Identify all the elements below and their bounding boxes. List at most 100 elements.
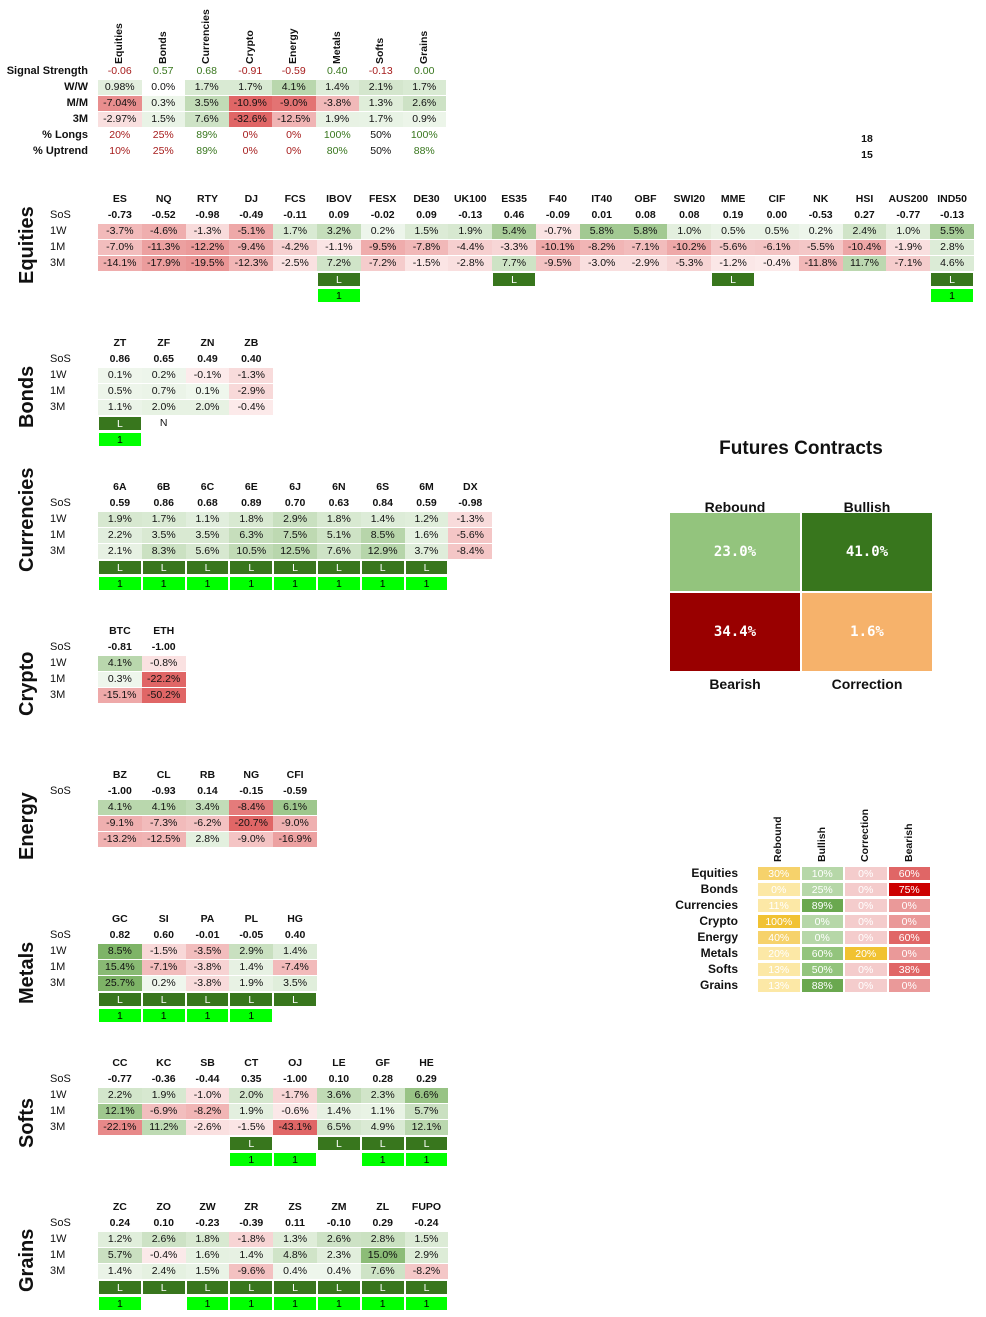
row-label-sos: SoS: [50, 497, 71, 509]
return-cell-w1: 5.8%: [623, 224, 668, 239]
sos-value: -0.49: [239, 209, 264, 221]
return-cell-m1: 0.7%: [141, 384, 186, 399]
return-cell-m3: -2.9%: [623, 256, 668, 271]
symbol-header: CT: [244, 1057, 259, 1069]
sos-value: -0.13: [458, 209, 483, 221]
regime-cell: 0%: [844, 978, 888, 993]
return-cell-m1: 1.6%: [185, 1248, 230, 1263]
sos-value: -1.00: [151, 641, 176, 653]
summary-cell: 0.00: [414, 65, 435, 77]
position-cell: L: [98, 1280, 142, 1295]
position-cell: L: [404, 1280, 449, 1295]
position-cell: L: [317, 560, 361, 575]
return-cell-w1: 2.9%: [229, 944, 274, 959]
symbol-header: BZ: [112, 769, 127, 781]
trend-cell: 1: [360, 1296, 405, 1311]
return-cell-w1: 1.4%: [273, 944, 317, 959]
summary-cell: 0.98%: [98, 80, 142, 95]
return-cell-m3: 25.7%: [98, 976, 142, 991]
return-cell-m3: 7.2%: [317, 256, 361, 271]
regime-cell: 13%: [757, 962, 801, 977]
return-cell-m3: 2.0%: [185, 400, 230, 415]
return-cell-m3: -1.5%: [404, 256, 449, 271]
sos-value: 0.19: [722, 209, 744, 221]
return-cell-w1: 1.7%: [273, 224, 317, 239]
regime-cell: 60%: [800, 946, 844, 961]
return-cell-m1: 1.4%: [317, 1104, 361, 1119]
summary-header-crypto: Crypto: [243, 30, 256, 64]
return-cell-m3: -2.8%: [448, 256, 493, 271]
return-cell-m3: -8.2%: [404, 1264, 449, 1279]
symbol-header: BTC: [109, 625, 131, 637]
return-cell-m1: 5.7%: [98, 1248, 142, 1263]
return-cell-w1: 1.2%: [98, 1232, 142, 1247]
sos-value: -0.44: [195, 1073, 220, 1085]
summary-side-number: 15: [861, 149, 873, 161]
row-label-sos: SoS: [50, 641, 71, 653]
sos-value: 0.08: [635, 209, 656, 221]
trend-cell: 1: [98, 576, 142, 591]
return-cell-w1: 1.2%: [404, 512, 449, 527]
regime-cell: 0%: [844, 914, 888, 929]
sos-value: 0.46: [503, 209, 525, 221]
regime-header-correction: Correction: [859, 808, 871, 862]
sos-value: 0.00: [766, 209, 788, 221]
trend-cell: 1: [317, 1296, 361, 1311]
return-cell-m3: -11.8%: [798, 256, 843, 271]
return-cell-m1: -0.4%: [141, 1248, 186, 1263]
return-cell-m1: -9.4%: [229, 240, 274, 255]
symbol-header: UK100: [453, 193, 487, 205]
return-cell-m3: -14.1%: [98, 256, 142, 271]
sos-value: -0.73: [107, 209, 132, 221]
regime-cell: 40%: [757, 930, 801, 945]
return-cell-w1: -1.3%: [229, 368, 274, 383]
return-cell-m1: -5.6%: [711, 240, 755, 255]
sos-value: -0.24: [414, 1217, 439, 1229]
summary-cell: 1.7%: [185, 80, 229, 95]
position-cell: L: [141, 992, 186, 1007]
return-cell-m1: -6.2%: [185, 816, 230, 831]
section-label-currencies: Currencies: [16, 467, 38, 573]
symbol-header: DX: [462, 481, 478, 493]
return-cell-w1: 2.9%: [273, 512, 317, 527]
return-cell-m1: 5.7%: [404, 1104, 449, 1119]
regime-cell: 0%: [887, 914, 931, 929]
row-label-3m: 3M: [50, 689, 66, 701]
return-cell-w1: 1.7%: [141, 512, 186, 527]
position-cell: L: [185, 1280, 230, 1295]
summary-cell: 0.9%: [402, 112, 446, 127]
return-cell-m3: 6.5%: [317, 1120, 361, 1135]
return-cell-w1: -0.1%: [185, 368, 230, 383]
summary-header-metals: Metals: [330, 31, 343, 64]
position-cell: L: [229, 560, 274, 575]
return-cell-m1: -2.9%: [229, 384, 274, 399]
return-cell-w1: 0.2%: [360, 224, 405, 239]
symbol-header: ZW: [199, 1201, 216, 1213]
return-cell-m1: -3.3%: [492, 240, 536, 255]
return-cell-m3: 7.6%: [317, 544, 361, 559]
return-cell-m1: -6.9%: [141, 1104, 186, 1119]
symbol-header: OBF: [634, 193, 657, 205]
sos-value: 0.84: [372, 497, 393, 509]
return-cell-m1: -1.9%: [886, 240, 931, 255]
trend-cell: 1: [360, 1152, 405, 1167]
return-cell-m1: 1.4%: [229, 960, 274, 975]
summary-cell: 0.57: [153, 65, 174, 77]
position-cell: L: [360, 1280, 405, 1295]
summary-cell: 25%: [152, 129, 174, 141]
position-cell: L: [360, 560, 405, 575]
summary-cell: 88%: [413, 145, 435, 157]
sos-value: 0.65: [153, 353, 174, 365]
sos-value: -0.09: [545, 209, 570, 221]
symbol-header: CIF: [768, 193, 786, 205]
return-cell-m3: 0.4%: [273, 1264, 317, 1279]
return-cell-m1: 5.1%: [317, 528, 361, 543]
sos-value: -0.36: [151, 1073, 176, 1085]
sos-value: -0.77: [107, 1073, 132, 1085]
symbol-header: MME: [720, 193, 746, 205]
symbol-header: CL: [156, 769, 171, 781]
row-label-1m: 1M: [50, 673, 66, 685]
symbol-header: 6C: [200, 481, 215, 493]
row-label-1w: 1W: [50, 945, 67, 957]
symbol-header: FCS: [284, 193, 306, 205]
